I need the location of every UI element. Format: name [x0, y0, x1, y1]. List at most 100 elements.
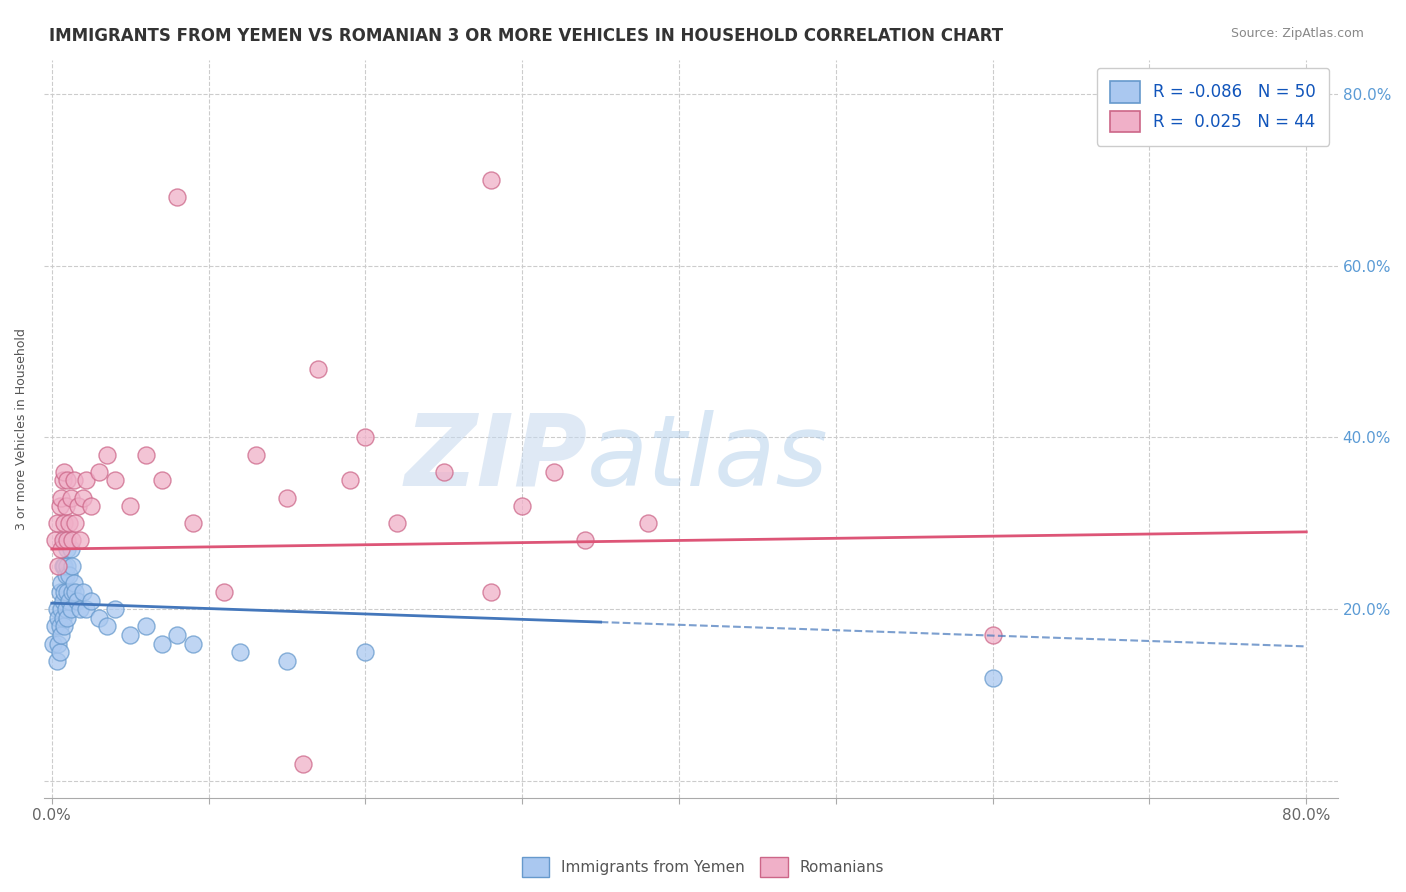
Point [276, 654, 298, 668]
Point [433, 465, 456, 479]
Point [96, 448, 118, 462]
Point [55, 499, 77, 513]
Point [181, 636, 204, 650]
Point [55, 602, 77, 616]
Point [58, 593, 80, 607]
Point [65, 585, 87, 599]
Y-axis label: 3 or more Vehicles in Household: 3 or more Vehicles in Household [15, 328, 28, 530]
Point [479, 173, 502, 187]
Point [120, 628, 142, 642]
Point [53, 585, 76, 599]
Point [52, 533, 75, 548]
Point [479, 585, 502, 599]
Point [69, 533, 91, 548]
Point [51, 628, 73, 642]
Point [150, 474, 173, 488]
Point [56, 585, 79, 599]
Point [56, 533, 79, 548]
Point [637, 516, 659, 531]
Point [75, 602, 97, 616]
Point [87, 465, 110, 479]
Point [52, 474, 75, 488]
Text: ZIP: ZIP [405, 409, 588, 507]
Point [96, 619, 118, 633]
Point [52, 593, 75, 607]
Point [103, 602, 125, 616]
Point [981, 671, 1004, 685]
Point [53, 465, 76, 479]
Point [44, 619, 66, 633]
Point [87, 611, 110, 625]
Point [981, 628, 1004, 642]
Point [166, 190, 188, 204]
Point [58, 516, 80, 531]
Point [135, 619, 157, 633]
Point [245, 448, 267, 462]
Text: IMMIGRANTS FROM YEMEN VS ROMANIAN 3 OR MORE VEHICLES IN HOUSEHOLD CORRELATION CH: IMMIGRANTS FROM YEMEN VS ROMANIAN 3 OR M… [49, 27, 1004, 45]
Point [52, 559, 75, 574]
Point [59, 542, 82, 557]
Point [58, 567, 80, 582]
Point [51, 542, 73, 557]
Point [135, 448, 157, 462]
Point [72, 585, 94, 599]
Point [56, 559, 79, 574]
Point [56, 611, 79, 625]
Point [48, 619, 70, 633]
Point [214, 585, 236, 599]
Point [48, 645, 70, 659]
Point [103, 474, 125, 488]
Point [80, 499, 103, 513]
Point [181, 516, 204, 531]
Point [307, 361, 329, 376]
Point [60, 533, 83, 548]
Point [44, 533, 66, 548]
Point [67, 499, 90, 513]
Point [80, 593, 103, 607]
Point [339, 474, 361, 488]
Point [55, 567, 77, 582]
Point [72, 491, 94, 505]
Point [66, 593, 89, 607]
Point [45, 602, 67, 616]
Point [291, 756, 314, 771]
Point [48, 499, 70, 513]
Point [276, 491, 298, 505]
Point [120, 499, 142, 513]
Text: atlas: atlas [588, 409, 830, 507]
Point [56, 474, 79, 488]
Point [65, 516, 87, 531]
Point [53, 516, 76, 531]
Point [46, 611, 69, 625]
Point [385, 516, 408, 531]
Point [62, 576, 84, 591]
Point [48, 585, 70, 599]
Point [46, 559, 69, 574]
Point [53, 533, 76, 548]
Legend: R = -0.086   N = 50, R =  0.025   N = 44: R = -0.086 N = 50, R = 0.025 N = 44 [1097, 68, 1329, 145]
Point [51, 602, 73, 616]
Point [53, 559, 76, 574]
Point [52, 611, 75, 625]
Point [59, 602, 82, 616]
Point [46, 636, 69, 650]
Point [45, 654, 67, 668]
Text: Source: ZipAtlas.com: Source: ZipAtlas.com [1230, 27, 1364, 40]
Point [51, 491, 73, 505]
Point [60, 585, 83, 599]
Point [59, 491, 82, 505]
Point [543, 465, 565, 479]
Point [60, 559, 83, 574]
Point [62, 474, 84, 488]
Point [229, 645, 252, 659]
Point [574, 533, 596, 548]
Legend: Immigrants from Yemen, Romanians: Immigrants from Yemen, Romanians [513, 849, 893, 884]
Point [69, 602, 91, 616]
Point [51, 576, 73, 591]
Point [354, 430, 377, 444]
Point [56, 542, 79, 557]
Point [75, 474, 97, 488]
Point [150, 636, 173, 650]
Point [45, 516, 67, 531]
Point [166, 628, 188, 642]
